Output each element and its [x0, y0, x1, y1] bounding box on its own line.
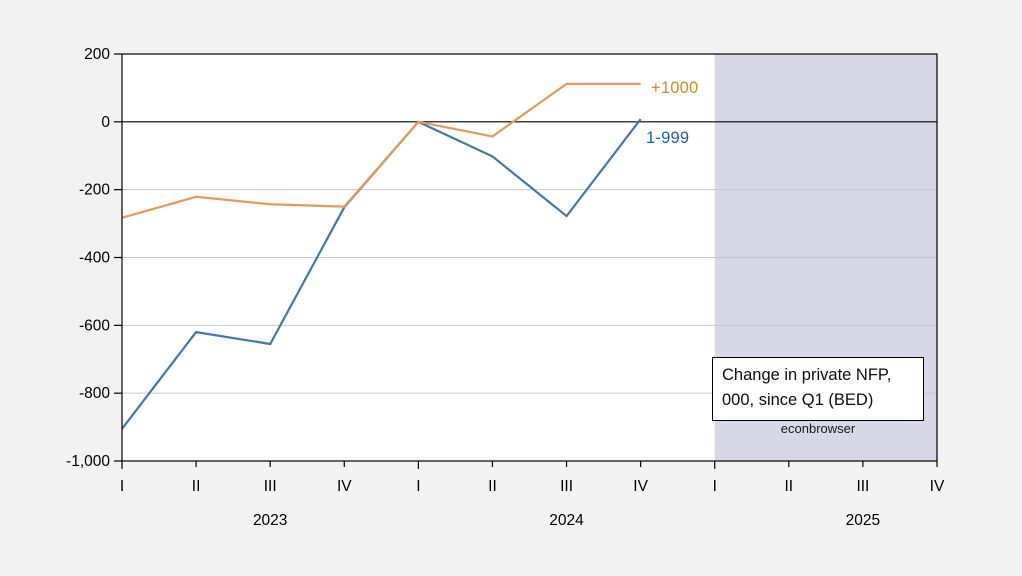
- y-tick-label--600: -600: [79, 317, 110, 334]
- y-tick-label-0: 0: [101, 114, 110, 131]
- series-label-plus1000: +1000: [651, 79, 699, 97]
- x-tick-label-7: IV: [633, 478, 648, 495]
- x-tick-label-10: III: [856, 478, 869, 495]
- x-tick-label-2: III: [264, 478, 277, 495]
- year-label-2025: 2025: [846, 512, 880, 529]
- y-tick-label--800: -800: [79, 385, 110, 402]
- x-tick-label-4: I: [416, 478, 420, 495]
- annotation-box: Change in private NFP, 000, since Q1 (BE…: [712, 357, 924, 421]
- x-tick-label-6: III: [560, 478, 573, 495]
- annotation-line-2: 000, since Q1 (BED): [722, 391, 874, 409]
- x-tick-label-1: II: [192, 478, 201, 495]
- x-tick-label-0: I: [120, 478, 124, 495]
- x-tick-label-5: II: [488, 478, 497, 495]
- y-tick-label--1000: -1,000: [66, 453, 110, 470]
- x-tick-label-3: IV: [337, 478, 352, 495]
- year-label-2023: 2023: [253, 512, 287, 529]
- watermark-econbrowser: econbrowser: [780, 421, 856, 436]
- x-tick-label-8: I: [713, 478, 717, 495]
- year-label-2024: 2024: [549, 512, 584, 529]
- x-tick-label-11: IV: [930, 478, 945, 495]
- series-label-1-999: 1-999: [646, 129, 690, 147]
- x-tick-label-9: II: [785, 478, 794, 495]
- y-tick-label-200: 200: [84, 46, 110, 63]
- y-tick-label--200: -200: [79, 182, 110, 199]
- series-line-+1000: [121, 82, 641, 219]
- annotation-line-1: Change in private NFP,: [722, 366, 892, 384]
- y-tick-label--400: -400: [79, 250, 110, 267]
